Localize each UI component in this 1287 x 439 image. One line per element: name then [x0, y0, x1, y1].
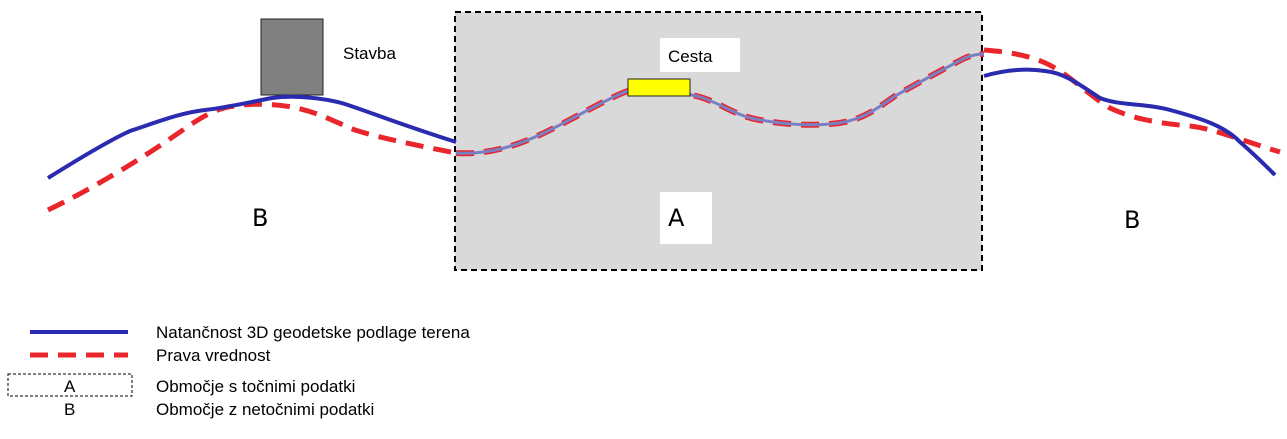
legend-blue-line-text: Natančnost 3D geodetske podlage terena [156, 323, 470, 342]
legend-box-a-symbol [7, 373, 133, 397]
true-value-line-left [46, 101, 457, 213]
accuracy-line-left [46, 94, 457, 180]
building-shape [260, 18, 324, 96]
region-b-left-label: B [252, 204, 268, 232]
legend-box-a-text: Območje s točnimi podatki [156, 377, 355, 396]
true-value-line-right [983, 47, 1281, 155]
road-label-bg [660, 38, 740, 72]
legend-b-text: Območje z netočnimi podatki [156, 400, 374, 419]
accuracy-line-right [983, 67, 1277, 177]
region-a-label-bg [660, 192, 712, 244]
legend-box-a-letter: A [64, 377, 76, 396]
region-b-right-label: B [1124, 206, 1140, 234]
legend-b-letter: B [64, 400, 75, 419]
legend-red-dashed-text: Prava vrednost [156, 346, 271, 365]
accuracy-line-middle [455, 52, 985, 155]
road-label: Cesta [668, 47, 713, 66]
building-label: Stavba [343, 44, 396, 63]
road-shape [627, 78, 691, 97]
region-a-label: A [668, 204, 685, 232]
